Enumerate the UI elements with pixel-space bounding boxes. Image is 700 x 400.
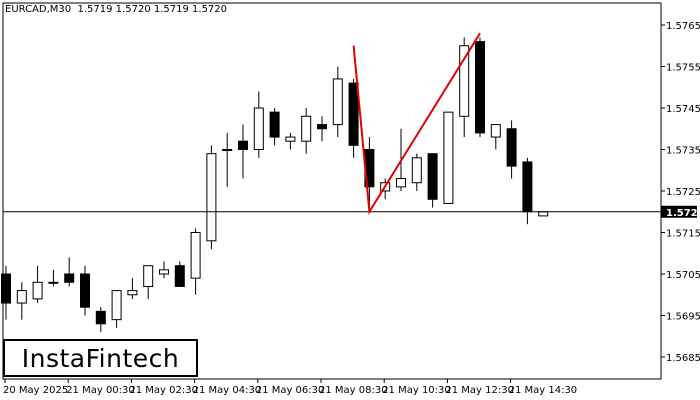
candle-2 — [32, 265, 43, 304]
candle-16 — [253, 91, 264, 158]
x-tick-label: 21 May 06:30 — [256, 385, 325, 396]
bullish-candle-body — [206, 153, 217, 242]
candle-30 — [475, 37, 485, 138]
x-tick-label: 21 May 10:30 — [382, 385, 451, 396]
candle-28 — [443, 111, 454, 204]
candle-8 — [127, 278, 138, 299]
bullish-candle-body — [143, 265, 154, 287]
chart-header: EURCAD,M30 1.5719 1.5720 1.5719 1.5720 — [5, 4, 227, 15]
current-price-label: 1.5720 — [666, 208, 700, 219]
candle-19 — [301, 108, 312, 154]
x-tick-label: 21 May 08:30 — [319, 385, 388, 396]
candle-0 — [1, 265, 11, 320]
candle-1 — [16, 282, 27, 320]
x-tick-label: 21 May 00:30 — [66, 385, 135, 396]
current-price-tag — [661, 205, 697, 218]
symbol-label: EURCAD,M30 — [5, 4, 72, 15]
candle-21 — [332, 66, 343, 138]
x-tick-label: 21 May 02:30 — [129, 385, 198, 396]
bearish-candle-body — [427, 153, 438, 200]
bullish-candle-body — [32, 281, 43, 300]
candle-7 — [111, 290, 122, 328]
bullish-candle-body — [285, 136, 296, 142]
bullish-candle-body — [301, 115, 312, 142]
candle-14 — [222, 132, 233, 187]
bullish-candle-body — [538, 211, 549, 217]
ohlc-values: 1.5719 1.5720 1.5719 1.5720 — [77, 4, 228, 15]
bearish-candle-body — [348, 82, 359, 146]
bullish-candle-body — [332, 78, 343, 126]
y-tick-label: 1.5685 — [666, 353, 700, 364]
bullish-candle-body — [411, 157, 422, 184]
bearish-candle-body — [174, 265, 185, 287]
bearish-candle-body — [506, 128, 517, 167]
x-tick-label: 21 May 12:30 — [445, 385, 514, 396]
candle-22 — [348, 78, 359, 158]
candle-17 — [269, 108, 280, 146]
bearish-candle-body — [475, 41, 485, 134]
bullish-candle-body — [459, 45, 470, 117]
candle-12 — [190, 228, 201, 295]
candle-10 — [159, 261, 169, 279]
candle-5 — [80, 265, 90, 316]
bullish-candle-body — [222, 149, 233, 151]
bearish-candle-body — [522, 161, 533, 213]
candle-32 — [506, 120, 517, 179]
price-axis: 1.5765 1.5755 1.5745 1.5735 1.5725 1.5715 1.57… — [661, 21, 700, 364]
y-tick-label: 1.5765 — [666, 21, 700, 32]
bullish-candle-body — [159, 269, 169, 275]
bullish-candle-body — [443, 111, 454, 204]
y-tick-label: 1.5755 — [666, 63, 700, 74]
candle-20 — [317, 116, 327, 142]
y-tick-label: 1.5745 — [666, 104, 700, 115]
bullish-candle-body — [48, 281, 59, 284]
overlay-layer — [3, 32, 661, 215]
bullish-candle-body — [190, 232, 201, 279]
candle-13 — [206, 145, 217, 250]
candles-layer — [1, 37, 549, 333]
candle-18 — [285, 132, 296, 150]
pattern-line — [352, 32, 481, 215]
bearish-candle-body — [95, 310, 106, 325]
candle-4 — [64, 257, 75, 287]
y-tick-label: 1.5735 — [666, 146, 700, 157]
bullish-candle-body — [396, 178, 406, 188]
bullish-candle-body — [127, 290, 138, 296]
candle-15 — [238, 124, 248, 179]
candle-29 — [459, 37, 470, 138]
x-tick-label: 20 May 2025 — [3, 385, 68, 396]
x-tick-label: 21 May 14:30 — [509, 385, 578, 396]
bearish-candle-body — [80, 273, 90, 308]
y-tick-label: 1.5715 — [666, 229, 700, 240]
candle-11 — [174, 261, 185, 287]
bearish-candle-body — [1, 273, 11, 304]
bearish-candle-body — [269, 111, 280, 138]
bullish-candle-body — [16, 290, 27, 304]
bullish-candle-body — [253, 107, 264, 150]
candle-3 — [48, 269, 59, 287]
candle-27 — [427, 153, 438, 208]
instafintech-logo: InstaFintech — [3, 339, 198, 377]
candle-26 — [411, 153, 422, 191]
candle-31 — [490, 124, 501, 150]
y-tick-label: 1.5695 — [666, 312, 700, 323]
candle-9 — [143, 265, 154, 299]
y-tick-label: 1.5705 — [666, 270, 700, 281]
bullish-candle-body — [111, 290, 122, 321]
bearish-candle-body — [64, 273, 75, 283]
bullish-candle-body — [490, 124, 501, 138]
y-tick-label: 1.5725 — [666, 187, 700, 198]
candle-34 — [538, 211, 549, 217]
candle-6 — [95, 307, 106, 333]
x-tick-label: 21 May 04:30 — [193, 385, 262, 396]
bearish-candle-body — [317, 124, 327, 130]
bearish-candle-body — [238, 140, 248, 150]
